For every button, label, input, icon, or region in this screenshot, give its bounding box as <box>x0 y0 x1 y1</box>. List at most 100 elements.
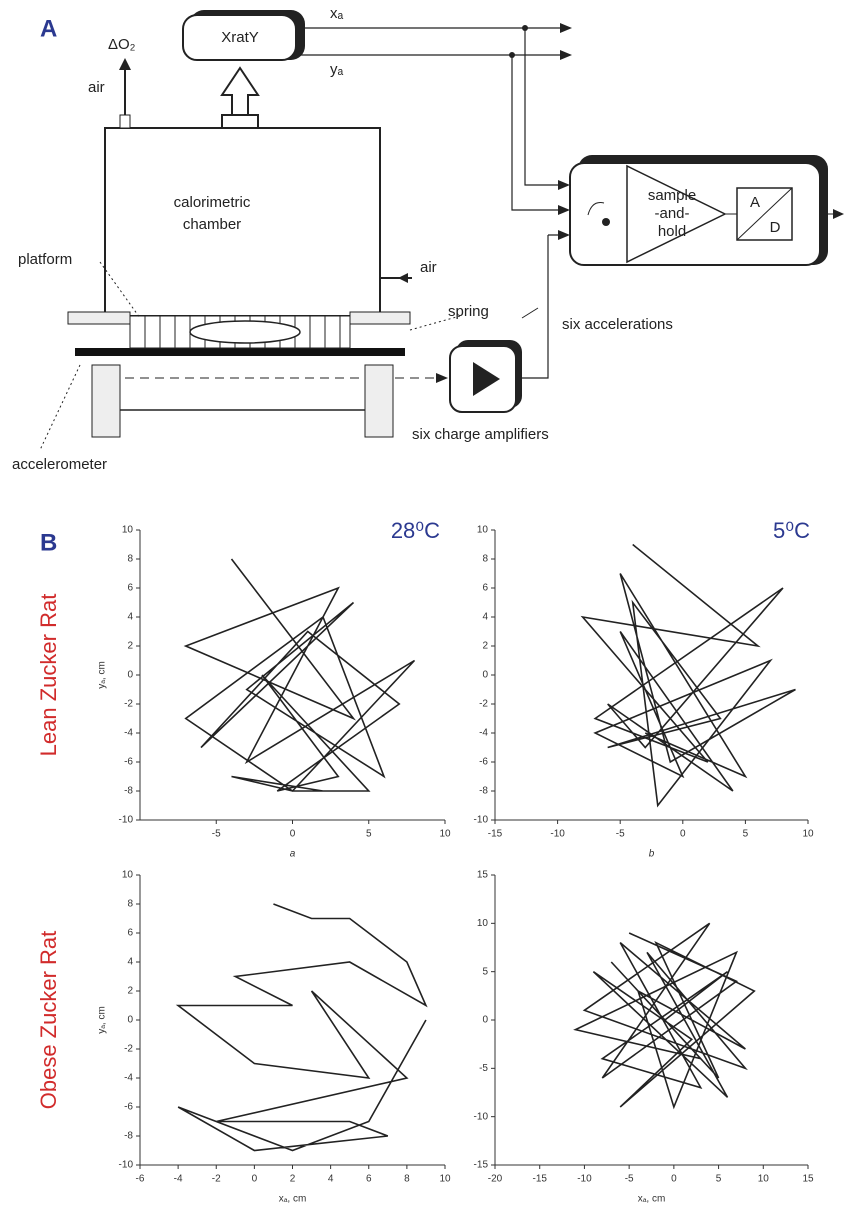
y-tick-label: 15 <box>477 870 489 881</box>
arrow <box>436 373 448 383</box>
x-tick-label: -5 <box>625 1174 634 1185</box>
arrow <box>119 58 131 70</box>
label: XratY <box>221 29 259 46</box>
y-tick-label: 10 <box>477 525 489 536</box>
x-tick-label: -15 <box>488 829 503 840</box>
y-tick-label: -8 <box>479 786 488 797</box>
label: sample <box>648 187 696 204</box>
row-label: Obese Zucker Rat <box>36 931 61 1110</box>
label: A <box>750 194 760 211</box>
x-tick-label: 0 <box>290 829 296 840</box>
panel-label: A <box>40 15 57 42</box>
label: xₐ <box>330 5 344 22</box>
x-tick-label: 0 <box>671 1174 677 1185</box>
y-tick-label: 8 <box>482 554 488 565</box>
sample-triangle <box>626 164 727 264</box>
label: yₐ <box>330 61 344 78</box>
y-tick-label: 4 <box>127 612 133 623</box>
ya-branch <box>511 55 568 211</box>
y-tick-label: -8 <box>124 1131 133 1142</box>
x-axis-label: xₐ, cm <box>638 1194 666 1205</box>
x-tick-label: 8 <box>404 1174 410 1185</box>
y-tick-label: 0 <box>127 1015 133 1026</box>
trajectory <box>573 922 756 1110</box>
y-tick-label: 0 <box>127 670 133 681</box>
y-tick-label: 2 <box>127 986 133 997</box>
label: accelerometer <box>12 456 107 473</box>
bus-mark <box>521 307 539 319</box>
y-tick-label: 10 <box>477 918 489 929</box>
y-axis-label: yₐ, cm <box>97 661 108 689</box>
x-tick-label: -15 <box>532 1174 547 1185</box>
y-tick-label: -2 <box>124 1044 133 1055</box>
x-tick-label: 15 <box>802 1174 814 1185</box>
x-tick-label: 4 <box>328 1174 334 1185</box>
switch <box>602 218 610 226</box>
rat <box>189 320 301 344</box>
y-tick-label: -10 <box>119 815 134 826</box>
x-tick-label: -5 <box>212 829 221 840</box>
x-tick-label: 10 <box>802 829 814 840</box>
tracker-box <box>182 14 297 61</box>
accel-line <box>520 235 549 379</box>
label: D <box>770 219 781 236</box>
label: air <box>420 259 437 276</box>
platform-plate <box>75 348 405 356</box>
label: calorimetric <box>174 194 251 211</box>
y-tick-label: 2 <box>482 641 488 652</box>
y-tick-label: 8 <box>127 554 133 565</box>
foot <box>91 364 121 438</box>
y-tick-label: -10 <box>474 815 489 826</box>
x-tick-label: 5 <box>743 829 749 840</box>
support <box>349 311 411 325</box>
temperature: 28⁰C <box>391 518 440 543</box>
label: air <box>88 79 105 96</box>
x-tick-label: -20 <box>488 1174 503 1185</box>
y-tick-label: 5 <box>482 966 488 977</box>
x-tick-label: -5 <box>616 829 625 840</box>
y-tick-label: -2 <box>479 699 488 710</box>
x-tick-label: 0 <box>680 829 686 840</box>
label: ΔO₂ <box>108 36 136 53</box>
y-tick-label: -4 <box>479 728 488 739</box>
row-label: Lean Zucker Rat <box>36 594 61 757</box>
x-tick-label: 10 <box>439 1174 451 1185</box>
pointer <box>99 261 141 319</box>
panel-label: B <box>40 529 57 556</box>
switch-arm <box>587 202 605 216</box>
label: six charge amplifiers <box>412 426 549 443</box>
x-tick-label: 0 <box>252 1174 258 1185</box>
trajectory <box>183 558 416 793</box>
y-tick-label: -15 <box>474 1160 489 1171</box>
y-tick-label: 4 <box>482 612 488 623</box>
x-tick-label: -10 <box>577 1174 592 1185</box>
arrow <box>558 180 570 190</box>
label: -and- <box>654 205 689 222</box>
temperature: 5⁰C <box>773 518 810 543</box>
x-tick-label: -4 <box>174 1174 183 1185</box>
y-tick-label: -4 <box>124 728 133 739</box>
y-tick-label: 6 <box>482 583 488 594</box>
adc-diagonal <box>736 187 793 241</box>
x-tick-label: 6 <box>366 1174 372 1185</box>
xa-branch <box>524 28 568 186</box>
y-tick-label: -8 <box>124 786 133 797</box>
y-tick-label: 6 <box>127 928 133 939</box>
y-tick-label: 0 <box>482 1015 488 1026</box>
camera <box>221 114 259 129</box>
y-tick-label: -10 <box>119 1160 134 1171</box>
y-tick-label: 4 <box>127 957 133 968</box>
y-tick-label: -4 <box>124 1073 133 1084</box>
y-tick-label: 0 <box>482 670 488 681</box>
y-tick-label: -10 <box>474 1111 489 1122</box>
amp-triangle <box>473 362 500 396</box>
trajectory <box>175 903 428 1152</box>
port <box>119 114 131 129</box>
x-tick-label: 5 <box>366 829 372 840</box>
x-tick-label: -2 <box>212 1174 221 1185</box>
trajectory <box>580 543 796 808</box>
label: platform <box>18 251 72 268</box>
sublabel: b <box>649 849 655 860</box>
arrow <box>560 23 572 33</box>
pointer <box>39 364 81 451</box>
